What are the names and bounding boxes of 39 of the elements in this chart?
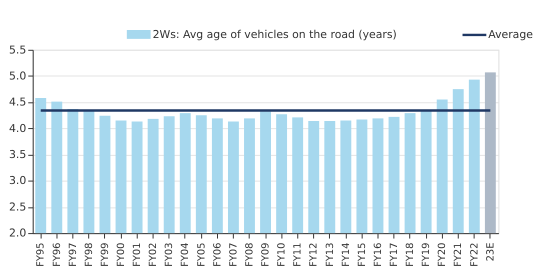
x-tick-label: FY08 [244, 242, 256, 267]
x-tick-label: FY20 [437, 242, 448, 267]
x-tick-label: FY01 [132, 242, 144, 267]
y-tick-label: 4.5 [8, 96, 26, 109]
y-tick-label: 3.0 [8, 174, 26, 188]
x-tick-label: FY99 [100, 242, 111, 267]
x-tick-label: FY10 [276, 242, 288, 267]
legend-label: Average [488, 28, 534, 41]
y-tick-label: 5.5 [8, 43, 26, 56]
x-tick-label: FY21 [453, 242, 464, 267]
x-tick-label: FY05 [196, 242, 208, 267]
x-tick-label: FY22 [469, 242, 480, 267]
x-tick-label: FY09 [260, 242, 272, 267]
x-tick-label: FY06 [212, 242, 224, 267]
x-tick-label: FY03 [164, 242, 176, 267]
x-tick-label: FY13 [324, 242, 336, 267]
x-tick-label: FY14 [340, 242, 352, 267]
x-tick-label: FY16 [372, 242, 384, 267]
x-tick-label: FY17 [388, 242, 400, 267]
x-tick-label: FY11 [292, 242, 304, 267]
x-tick-label: FY98 [84, 242, 95, 267]
x-tick-label: FY04 [180, 242, 192, 267]
x-tick-label: FY12 [308, 242, 320, 267]
x-tick-label: FY95 [36, 242, 47, 267]
legend-label: 2Ws: Avg age of vehicles on the road (years) [152, 28, 397, 41]
x-tick-label: FY19 [421, 242, 432, 267]
y-tick-label: 2.5 [8, 200, 26, 214]
x-tick-label: FY18 [405, 242, 416, 267]
y-tick-label: 2.0 [8, 226, 26, 240]
x-tick-label: FY02 [148, 242, 160, 267]
y-tick-label: 4.0 [8, 122, 26, 135]
x-tick-label: FY07 [228, 242, 240, 267]
y-tick-label: 3.5 [8, 148, 26, 162]
x-tick-label: FY97 [68, 242, 79, 267]
y-tick-label: 5.0 [8, 69, 26, 82]
x-tick-label: FY00 [116, 242, 127, 267]
x-tick-label: FY15 [356, 242, 368, 267]
x-tick-label: 23E [485, 242, 496, 262]
x-tick-label: FY96 [52, 242, 63, 267]
